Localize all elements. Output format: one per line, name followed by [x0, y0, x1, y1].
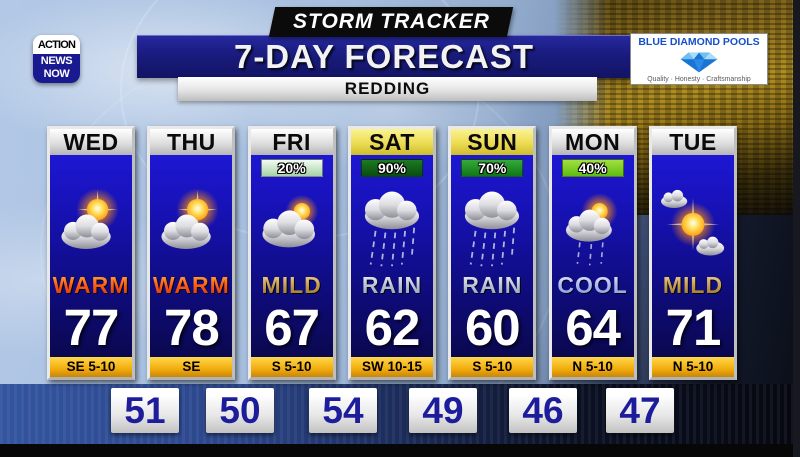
precip-chance-badge: 90% — [360, 159, 423, 177]
rain-icon — [351, 180, 433, 272]
location-label: REDDING — [344, 79, 431, 98]
wind-bar: S 5-10 — [250, 357, 333, 377]
wind-bar: SE 5-10 — [50, 357, 132, 377]
day-label: WED — [50, 129, 132, 155]
day-label: SUN — [451, 129, 534, 155]
rain-icon — [451, 180, 533, 272]
day-column-sat: SAT 90% RAIN 62 SW 10-15 — [347, 126, 436, 380]
day-column-sun: SUN 70% RAIN 60 S 5-10 — [448, 126, 537, 380]
wind-bar: N 5-10 — [651, 357, 734, 377]
low-temp: 50 — [206, 388, 274, 433]
station-logo-line1: ACTION — [33, 35, 80, 54]
sponsor-logo: BLUE DIAMOND POOLS Quality · Honesty · C… — [630, 33, 768, 85]
low-temp: 47 — [606, 388, 674, 433]
station-logo-line2: NEWS — [40, 55, 73, 67]
day-label: SAT — [350, 129, 433, 155]
day-column-mon: MON 40% COOL 64 N 5-10 — [548, 126, 637, 380]
precip-chance-badge: 20% — [260, 159, 323, 177]
action-news-now-logo: ACTION NEWS NOW — [33, 35, 80, 83]
condition-label: MILD — [652, 272, 734, 300]
high-temp: 77 — [63, 299, 120, 356]
diamond-icon — [680, 52, 718, 72]
day-column-wed: WED WARM 77 SE 5-10 — [47, 126, 135, 380]
forecast-title: 7-DAY FORECAST — [233, 38, 535, 75]
day-column-tue: TUE MILD 71 N 5-10 — [648, 126, 737, 380]
condition-label: COOL — [552, 272, 634, 300]
day-column-thu: THU WARM 78 SE — [147, 126, 236, 380]
high-temp: 60 — [464, 299, 521, 356]
storm-tracker-banner: STORM TRACKER — [268, 7, 514, 37]
condition-label: RAIN — [351, 272, 433, 300]
partly-cloudy-icon — [150, 180, 232, 272]
day-label: THU — [150, 129, 233, 155]
partly-cloudy-icon — [50, 180, 132, 272]
day-label: TUE — [651, 129, 734, 155]
wind-bar: N 5-10 — [551, 357, 634, 377]
sponsor-name: BLUE DIAMOND POOLS — [638, 36, 760, 48]
day-label: FRI — [250, 129, 333, 155]
high-temp: 64 — [565, 299, 621, 356]
sponsor-tagline: Quality · Honesty · Craftsmanship — [647, 76, 751, 83]
storm-tracker-label: STORM TRACKER — [292, 10, 490, 33]
day-label: MON — [551, 129, 634, 155]
high-temp: 71 — [665, 299, 722, 356]
bottom-black-strip — [0, 444, 800, 457]
condition-label: WARM — [150, 272, 232, 300]
mostly-cloudy-icon — [251, 180, 333, 272]
low-temp: 54 — [309, 388, 377, 433]
condition-label: WARM — [50, 272, 132, 300]
low-temp: 51 — [111, 388, 179, 433]
high-temp: 78 — [163, 299, 220, 356]
station-logo-line3: NOW — [43, 68, 70, 80]
high-temp: 67 — [264, 299, 320, 356]
condition-label: MILD — [251, 272, 333, 300]
sun-showers-icon — [552, 180, 634, 272]
right-edge-strip — [793, 0, 800, 457]
wind-bar: SE — [150, 357, 233, 377]
wind-bar: S 5-10 — [451, 357, 534, 377]
sun-scattered-clouds-icon — [652, 180, 734, 272]
precip-chance-badge: 70% — [461, 159, 524, 177]
wind-bar: SW 10-15 — [350, 357, 433, 377]
precip-chance-badge: 40% — [561, 159, 624, 177]
location-bar: REDDING — [178, 77, 597, 101]
condition-label: RAIN — [451, 272, 533, 300]
low-temp: 49 — [409, 388, 477, 433]
low-temp: 46 — [509, 388, 577, 433]
high-temp: 62 — [364, 299, 421, 356]
day-column-fri: FRI 20% MILD 67 S 5-10 — [247, 126, 336, 380]
forecast-grid: WED WARM 77 SE 5-10 THU WARM 78 SE FRI 2… — [47, 126, 737, 380]
